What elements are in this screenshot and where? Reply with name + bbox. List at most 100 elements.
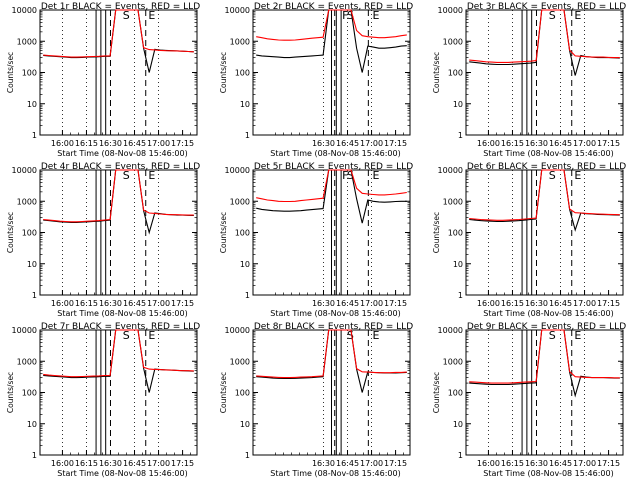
y-tick-label: 100 xyxy=(235,389,250,398)
y-tick-label: 10000 xyxy=(438,326,463,335)
y-tick-label: 10000 xyxy=(12,6,37,15)
y-axis-label: Counts/sec xyxy=(6,212,15,253)
y-tick-label: 10 xyxy=(27,100,37,109)
marker-label: E xyxy=(574,329,581,342)
y-tick-label: 1 xyxy=(245,131,250,140)
x-tick-label: 16:30 xyxy=(312,459,335,468)
series-line-events xyxy=(469,9,620,76)
x-tick-label: 17:00 xyxy=(147,299,170,308)
y-tick-label: 100 xyxy=(22,69,37,78)
x-tick-label: 16:30 xyxy=(525,139,548,148)
y-tick-label: 1000 xyxy=(230,37,250,46)
y-tick-label: 1 xyxy=(245,451,250,460)
y-tick-label: 100 xyxy=(448,69,463,78)
y-tick-label: 1 xyxy=(458,451,463,460)
y-tick-label: 100 xyxy=(235,69,250,78)
axis-frame xyxy=(465,329,624,456)
x-tick-label: 17:00 xyxy=(573,139,596,148)
y-tick-label: 10 xyxy=(240,420,250,429)
x-tick-label: 16:45 xyxy=(123,459,146,468)
axis-frame xyxy=(465,9,624,136)
series-line-lld xyxy=(43,9,194,58)
x-tick-label: 16:45 xyxy=(549,139,572,148)
x-tick-label: 17:15 xyxy=(597,299,620,308)
series-line-lld xyxy=(43,329,194,378)
y-tick-label: 10000 xyxy=(225,6,250,15)
x-axis-label: Start Time (08-Nov-08 15:46:00) xyxy=(483,309,613,318)
panel-det-5: Det 5r BLACK = Events, RED = LLD 1 10 100 10… xyxy=(219,162,413,318)
x-tick-label: 17:15 xyxy=(171,299,194,308)
x-tick-label: 16:15 xyxy=(501,139,524,148)
y-tick-label: 10 xyxy=(240,100,250,109)
x-tick-label: 16:00 xyxy=(477,459,500,468)
axis-frame xyxy=(465,169,624,296)
y-tick-label: 10 xyxy=(27,420,37,429)
y-tick-label: 100 xyxy=(448,389,463,398)
panel-det-8: Det 8r BLACK = Events, RED = LLD 1 10 100 10… xyxy=(219,322,413,478)
panel-title: Det 3r BLACK = Events, RED = LLD xyxy=(467,2,626,12)
x-tick-label: 16:15 xyxy=(75,459,98,468)
panel-det-9: Det 9r BLACK = Events, RED = LLD 1 10 100 10… xyxy=(432,322,626,478)
x-tick-label: 17:00 xyxy=(573,459,596,468)
x-axis-label: Start Time (08-Nov-08 15:46:00) xyxy=(483,469,613,478)
y-tick-label: 1000 xyxy=(17,197,37,206)
x-axis-label: Start Time (08-Nov-08 15:46:00) xyxy=(57,309,187,318)
y-axis-label: Counts/sec xyxy=(219,212,228,253)
y-tick-label: 1 xyxy=(458,291,463,300)
y-tick-label: 1000 xyxy=(230,357,250,366)
x-tick-label: 17:15 xyxy=(171,459,194,468)
series-line-lld xyxy=(469,169,620,221)
y-axis-label: Counts/sec xyxy=(219,372,228,413)
marker-label: S xyxy=(347,169,354,182)
y-tick-label: 1 xyxy=(32,131,37,140)
x-axis-label: Start Time (08-Nov-08 15:46:00) xyxy=(57,469,187,478)
x-tick-label: 17:15 xyxy=(171,139,194,148)
x-tick-label: 16:45 xyxy=(336,139,359,148)
y-tick-label: 1000 xyxy=(443,197,463,206)
panel-det-1: Det 1r BLACK = Events, RED = LLD 1 10 100 10… xyxy=(6,2,200,158)
y-tick-label: 1 xyxy=(32,451,37,460)
x-axis-label: Start Time (08-Nov-08 15:46:00) xyxy=(57,149,187,158)
marker-label: E xyxy=(574,9,581,22)
y-tick-label: 100 xyxy=(22,229,37,238)
panel-det-3: Det 3r BLACK = Events, RED = LLD 1 10 100 10… xyxy=(432,2,626,158)
x-tick-label: 17:00 xyxy=(147,139,170,148)
marker-label: S xyxy=(347,329,354,342)
series-line-lld xyxy=(469,329,620,384)
marker-label: S xyxy=(549,9,556,22)
x-tick-label: 17:00 xyxy=(360,299,383,308)
y-tick-label: 1 xyxy=(245,291,250,300)
marker-label: S xyxy=(123,9,130,22)
panel-title: Det 9r BLACK = Events, RED = LLD xyxy=(467,322,626,332)
series-line-lld xyxy=(256,9,407,41)
y-tick-label: 100 xyxy=(448,229,463,238)
x-tick-label: 16:45 xyxy=(336,299,359,308)
series-line-lld xyxy=(469,9,620,63)
x-tick-label: 17:00 xyxy=(573,299,596,308)
marker-label: S xyxy=(123,329,130,342)
x-tick-label: 17:15 xyxy=(384,459,407,468)
x-tick-label: 17:15 xyxy=(597,139,620,148)
panel-title: Det 4r BLACK = Events, RED = LLD xyxy=(41,162,200,172)
panel-det-4: Det 4r BLACK = Events, RED = LLD 1 10 100 10… xyxy=(6,162,200,318)
panel-title: Det 8r BLACK = Events, RED = LLD xyxy=(254,322,413,332)
panel-title: Det 1r BLACK = Events, RED = LLD xyxy=(41,2,200,12)
y-tick-label: 1000 xyxy=(443,37,463,46)
x-tick-label: 16:45 xyxy=(549,459,572,468)
x-tick-label: 17:00 xyxy=(360,139,383,148)
marker-label: E xyxy=(373,9,380,22)
x-tick-label: 16:45 xyxy=(123,139,146,148)
panel-det-2: Det 2r BLACK = Events, RED = LLD 1 10 100 10… xyxy=(219,2,413,158)
y-tick-label: 10000 xyxy=(225,166,250,175)
series-line-lld xyxy=(256,169,407,203)
x-tick-label: 16:00 xyxy=(51,139,74,148)
x-tick-label: 17:00 xyxy=(360,459,383,468)
x-tick-label: 16:15 xyxy=(501,459,524,468)
series-line-events xyxy=(43,329,194,393)
y-tick-label: 10000 xyxy=(12,326,37,335)
series-line-events xyxy=(43,9,194,73)
y-tick-label: 100 xyxy=(235,229,250,238)
x-tick-label: 17:15 xyxy=(384,299,407,308)
